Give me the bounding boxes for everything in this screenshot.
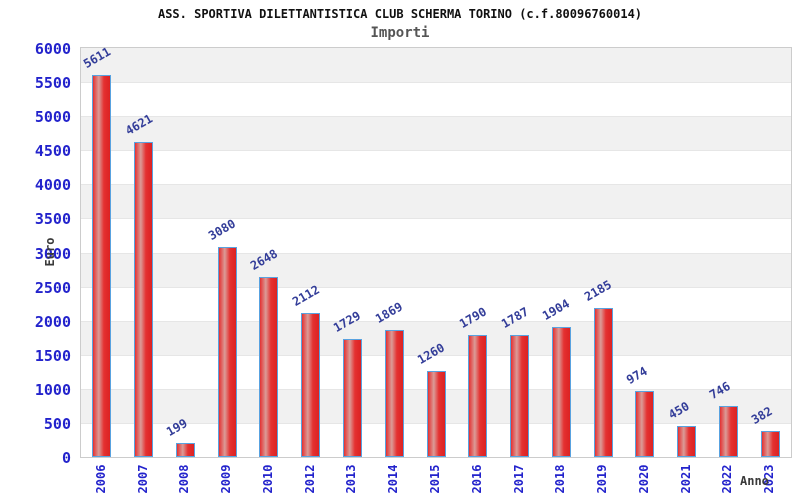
bar [426, 371, 446, 457]
y-tick-label: 1500 [34, 346, 71, 365]
y-tick-label: 4000 [34, 176, 71, 195]
value-label: 974 [623, 363, 650, 387]
gridline [81, 184, 791, 185]
bar [259, 276, 279, 457]
grid-band [81, 48, 791, 83]
gridline [81, 82, 791, 83]
bar [92, 74, 112, 457]
bar [301, 313, 321, 457]
x-tick-label: 2015 [428, 464, 442, 494]
gridline [81, 287, 791, 288]
grid-band [81, 320, 791, 355]
x-tick-label: 2014 [386, 464, 401, 494]
y-tick-label: 5500 [34, 74, 71, 93]
x-tick-label: 2017 [511, 464, 526, 494]
x-tick-label: 2022 [720, 464, 735, 494]
bar [593, 308, 613, 457]
bar [551, 327, 571, 457]
y-tick-label: 0 [61, 449, 71, 467]
gridline [81, 218, 791, 219]
bar [217, 247, 237, 457]
y-tick-label: 5000 [34, 108, 71, 127]
chart-subtitle: Importi [370, 25, 430, 41]
x-tick-label: 2018 [553, 464, 568, 494]
x-tick-label: 2021 [678, 464, 693, 494]
x-tick-label: 2008 [177, 464, 192, 494]
bar [384, 329, 404, 457]
plot-area: 5611 4621 199 3080 2648 2112 1729 1869 1260 1790 1… [80, 44, 792, 458]
gridline [81, 116, 791, 117]
y-tick-label: 1000 [34, 380, 71, 399]
y-tick-label: 6000 [34, 40, 71, 58]
bar [510, 335, 530, 457]
x-tick-label: 2009 [219, 464, 234, 494]
gridline [81, 355, 791, 356]
bar [760, 430, 780, 457]
grid-band [81, 252, 791, 287]
y-tick-label: 500 [43, 414, 71, 433]
gridline [81, 150, 791, 151]
x-tick-label: 2020 [636, 464, 651, 494]
y-tick-label: 2500 [34, 278, 71, 297]
x-tick-label: 2006 [93, 464, 108, 494]
value-label: 1904 [540, 296, 573, 324]
value-label: 3080 [206, 216, 239, 244]
bar [468, 334, 488, 457]
gridline [81, 321, 791, 322]
gridline [81, 253, 791, 254]
y-axis: 0 500 1000 1500 2000 2500 3000 3500 4000 4500 5000… [0, 40, 74, 467]
x-tick-label: 2016 [469, 464, 484, 494]
bar [635, 390, 655, 457]
y-tick-label: 3500 [34, 210, 71, 229]
x-axis-title: Anno [740, 474, 769, 488]
bar [718, 406, 738, 457]
x-tick-label: 2012 [302, 464, 317, 494]
x-tick-label: 2010 [260, 464, 275, 494]
chart-title: ASS. SPORTIVA DILETTANTISTICA CLUB SCHER… [157, 7, 643, 21]
x-axis: 2006 2007 2008 2009 2010 2012 2013 2014 2015 2016… [80, 459, 792, 500]
x-tick-label: 2019 [595, 464, 610, 494]
x-tick-label: 2013 [344, 464, 359, 494]
y-tick-label: 3000 [34, 244, 71, 263]
y-tick-label: 4500 [34, 142, 71, 161]
grid-band [81, 116, 791, 151]
bar [342, 339, 362, 457]
bar [175, 443, 195, 457]
x-tick-label: 2007 [135, 464, 150, 494]
bar [677, 426, 697, 457]
y-tick-label: 2000 [34, 312, 71, 331]
bar [134, 142, 154, 457]
y-axis-title: Euro [43, 237, 57, 267]
grid-band [81, 184, 791, 219]
